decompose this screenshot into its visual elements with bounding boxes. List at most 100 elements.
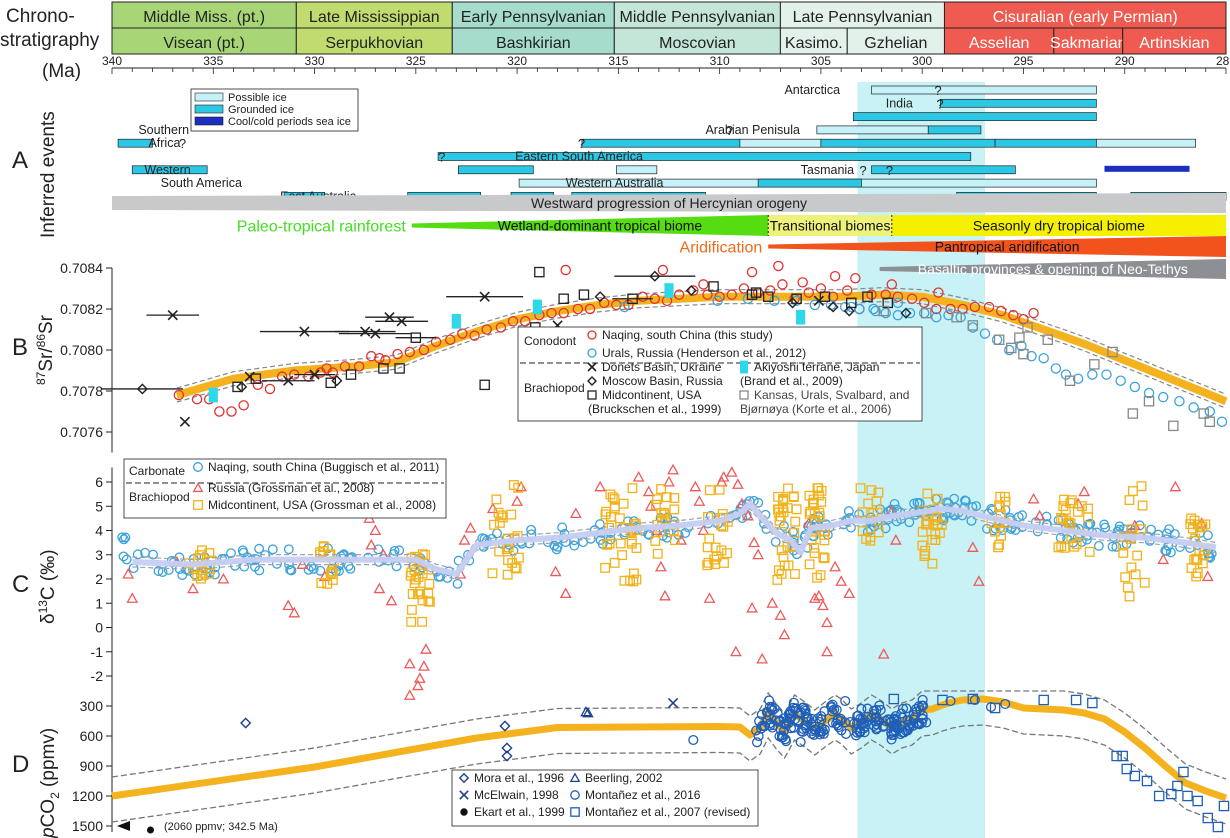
data-point [688, 734, 699, 746]
region-label: Arabian Penisula [705, 123, 800, 137]
data-point [1160, 545, 1171, 556]
data-point [464, 521, 477, 533]
ice-bar [437, 152, 972, 161]
legend-marker [587, 330, 597, 340]
data-point [931, 311, 942, 323]
ice-legend-label: Grounded ice [228, 104, 294, 116]
age-tick-label: 305 [811, 54, 831, 68]
data-point [661, 492, 672, 503]
y-tick-label: 3 [95, 547, 103, 563]
data-point [874, 700, 885, 711]
data-point [911, 703, 922, 715]
data-point [680, 528, 691, 538]
data-point [843, 587, 856, 599]
legend-label: Naqing, south China (Buggisch et al., 20… [208, 460, 439, 474]
data-point [252, 379, 264, 391]
ice-bar [994, 138, 1097, 148]
data-point [445, 334, 456, 345]
data-point [569, 507, 582, 519]
trend-envelope-upper [132, 497, 1216, 570]
data-point [667, 697, 679, 709]
data-point [546, 307, 557, 319]
age-tick-label: 285 [1216, 54, 1230, 68]
data-point [1038, 694, 1049, 706]
data-point [827, 706, 838, 717]
data-point [345, 369, 357, 380]
lower_row-cell [295, 27, 453, 55]
y-tick-label: 4 [95, 523, 103, 539]
data-point [208, 387, 218, 403]
data-point [818, 728, 829, 739]
data-point [424, 578, 435, 589]
data-point [945, 303, 956, 315]
legend-marker [193, 462, 203, 472]
data-point [918, 297, 930, 309]
data-point [325, 568, 336, 579]
data-point [1084, 546, 1095, 557]
data-point [663, 475, 675, 487]
data-point [808, 592, 821, 603]
data-point [232, 381, 243, 393]
data-point [197, 570, 208, 581]
age-tick-label: 340 [102, 54, 122, 68]
data-point [726, 289, 738, 300]
data-point [534, 266, 545, 278]
data-point [308, 563, 319, 574]
data-point [773, 260, 784, 272]
uncertainty-mark: ? [936, 96, 943, 111]
data-point [862, 703, 873, 714]
data-point [840, 695, 851, 707]
legend-label: Montañez et al., 2007 (revised) [585, 805, 750, 819]
data-point [410, 332, 422, 343]
data-point [762, 291, 774, 302]
data-point [873, 527, 884, 538]
data-point [494, 517, 505, 528]
data-point [374, 352, 385, 364]
data-point [871, 712, 882, 723]
ice-legend-swatch [194, 92, 224, 102]
data-point [1058, 514, 1069, 525]
data-point [756, 652, 769, 664]
data-point [296, 558, 309, 569]
region-label: Southern [138, 123, 189, 137]
legend-marker [458, 772, 470, 784]
data-point [752, 548, 765, 560]
y-tick-label: 300 [80, 698, 104, 714]
upper_row-label: Early Pennsylvanian [461, 9, 606, 26]
data-point [988, 525, 999, 536]
data-point [1050, 363, 1062, 374]
data-point [594, 291, 606, 303]
ice-bar [581, 138, 741, 148]
data-point [819, 553, 830, 564]
ice-bar [927, 125, 982, 135]
data-point [283, 375, 294, 386]
event-band-label: Transitional biomes [770, 218, 891, 234]
data-point [609, 503, 620, 514]
data-point [776, 568, 787, 579]
data-point [835, 575, 848, 586]
data-point [617, 550, 628, 561]
data-point [373, 582, 386, 594]
data-point [889, 534, 902, 545]
region-label: Antarctica [784, 83, 840, 97]
data-point [914, 719, 925, 730]
region-label: India [886, 96, 913, 110]
data-point [384, 312, 395, 323]
data-point [299, 326, 310, 337]
data-point [754, 716, 765, 727]
data-point [814, 511, 825, 522]
data-point [631, 574, 642, 585]
data-point [217, 572, 230, 584]
data-point [1124, 495, 1135, 506]
data-point [753, 730, 764, 742]
data-point [1118, 547, 1129, 558]
data-point [283, 544, 294, 555]
data-point [1192, 795, 1203, 807]
data-point [873, 487, 884, 498]
data-point [969, 694, 980, 706]
age-tick-label: 330 [305, 54, 325, 68]
data-point [731, 478, 744, 489]
data-point [418, 660, 430, 671]
data-point [237, 545, 248, 556]
